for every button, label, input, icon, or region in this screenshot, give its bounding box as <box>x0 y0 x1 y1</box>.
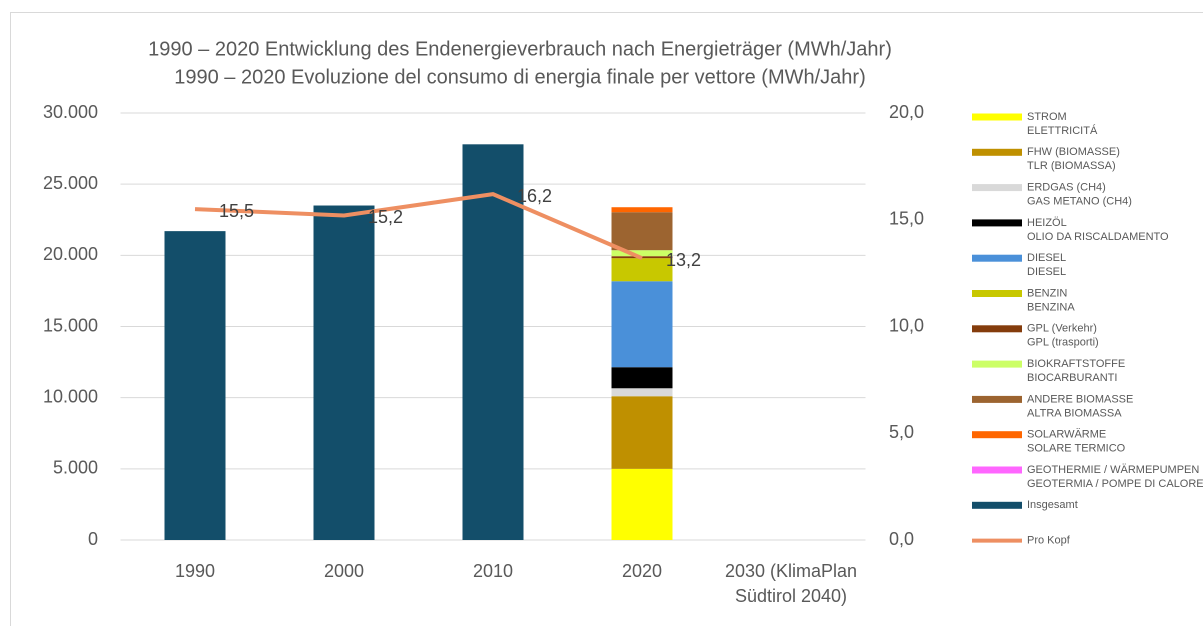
legend-label: DIESEL <box>1027 266 1066 278</box>
legend-label: GAS METANO (CH4) <box>1027 196 1132 208</box>
legend-swatch <box>972 113 1022 121</box>
x-tick-label: 2020 <box>621 561 663 581</box>
legend-label: BENZIN <box>1027 287 1067 299</box>
data-label: 15,5 <box>219 201 254 221</box>
bar-segment <box>313 205 375 540</box>
legend-swatch <box>972 501 1022 509</box>
line <box>194 192 643 261</box>
legend-label: STROM <box>1027 111 1067 123</box>
legend-label: BIOCARBURANTI <box>1027 372 1117 384</box>
legend-label: GEOTHERMIE / WÄRMEPUMPEN <box>1027 464 1199 476</box>
bar-segment <box>611 388 673 397</box>
legend-label: SOLARE TERMICO <box>1027 443 1126 455</box>
legend-swatch <box>972 325 1022 333</box>
y2-tick-label: 10,0 <box>889 315 924 335</box>
legend-label: ANDERE BIOMASSE <box>1027 393 1133 405</box>
legend-label: BENZINA <box>1027 301 1075 313</box>
bar-segment <box>611 396 673 469</box>
data-label: 15,2 <box>368 207 403 227</box>
legend-label: TLR (BIOMASSA) <box>1027 160 1116 172</box>
y2-tick-label: 20,0 <box>889 102 924 122</box>
legend-label: FHW (BIOMASSE) <box>1027 146 1120 158</box>
x-tick-label: 2030 (KlimaPlan Südtirol 2040) <box>724 561 858 606</box>
legend-label: DIESEL <box>1027 252 1066 264</box>
x-tick-label: 1990 <box>174 561 216 581</box>
legend-swatch <box>972 395 1022 403</box>
y-tick-label: 0 <box>88 529 98 549</box>
y-tick-label: 30.000 <box>43 102 98 122</box>
bar-segment <box>611 367 673 389</box>
data-label: 16,2 <box>517 186 552 206</box>
x-tick-label: 2000 <box>323 561 365 581</box>
bar-segment <box>611 258 673 282</box>
legend-swatch <box>972 290 1022 297</box>
y-tick-label: 25.000 <box>43 173 98 193</box>
legend-swatch <box>972 148 1022 156</box>
x-tick-label: 2010 <box>472 561 514 581</box>
bar-segment <box>164 231 226 541</box>
legend-label: OLIO DA RISCALDAMENTO <box>1027 231 1169 243</box>
bar-segment <box>611 281 673 368</box>
bar-segment <box>462 144 524 540</box>
legend-label: SOLARWÄRME <box>1027 429 1106 441</box>
bar-segment <box>611 250 673 257</box>
legend-swatch <box>972 431 1022 439</box>
chart-subtitle: 1990 – 2020 Evoluzione del consumo di en… <box>174 66 866 88</box>
y-tick-label: 20.000 <box>43 244 98 264</box>
chart-title: 1990 – 2020 Entwicklung des Endenergieve… <box>148 38 892 60</box>
y2-tick-label: 5,0 <box>889 422 914 442</box>
legend-swatch <box>972 254 1022 262</box>
bar-segment <box>611 207 673 213</box>
y2-tick-label: 15,0 <box>889 209 924 229</box>
y-tick-label: 5.000 <box>53 458 98 478</box>
legend-label: Insgesamt <box>1027 499 1078 511</box>
legend-swatch <box>972 360 1022 368</box>
legend-label: ALTRA BIOMASSA <box>1027 407 1122 419</box>
legend-label: BIOKRAFTSTOFFE <box>1027 358 1125 370</box>
legend-swatch <box>972 184 1022 192</box>
legend-label: ELETTRICITÁ <box>1027 124 1098 137</box>
bar-segment <box>611 468 673 540</box>
data-label: 13,2 <box>666 250 701 270</box>
y-tick-label: 15.000 <box>43 315 98 335</box>
legend-label: ERDGAS (CH4) <box>1027 182 1106 194</box>
legend-label: GPL (trasporti) <box>1027 337 1099 349</box>
legend-swatch <box>972 466 1022 474</box>
y-tick-label: 10.000 <box>43 386 98 406</box>
legend-swatch <box>972 219 1022 227</box>
legend-label: Pro Kopf <box>1027 535 1071 547</box>
bar-segment <box>611 212 673 251</box>
legend-label: GEOTERMIA / POMPE DI CALORE <box>1027 478 1203 490</box>
legend-label: HEIZÖL <box>1027 217 1067 229</box>
y2-tick-label: 0,0 <box>889 529 914 549</box>
legend-label: GPL (Verkehr) <box>1027 323 1097 335</box>
